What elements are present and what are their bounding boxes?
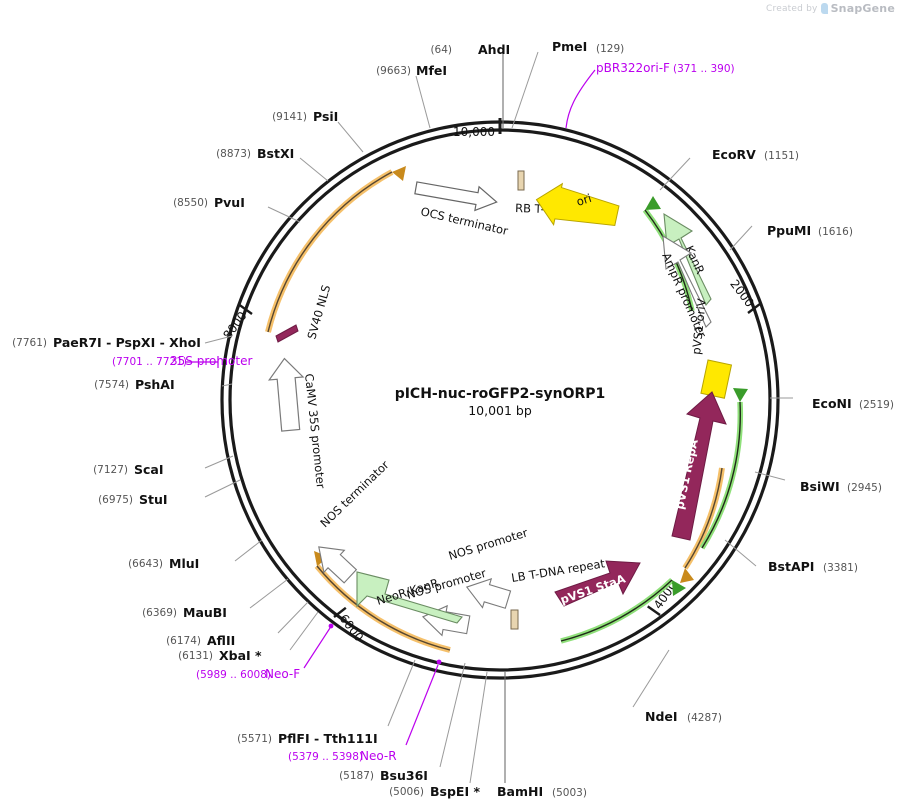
enzyme-pos-ppumi: (1616): [818, 226, 853, 238]
feature-nos-terminator: [318, 546, 358, 584]
enzyme-name-mlui: MluI: [169, 556, 199, 571]
enzyme-name-aflii: AflII: [207, 633, 235, 648]
tick-label-10000: 10,000: [453, 125, 495, 139]
feature-lb-tdna-repeat: [510, 609, 519, 630]
plasmid-name: pICH-nuc-roGFP2-synORP1: [395, 386, 606, 402]
enzyme-pos-aflii: (6174): [166, 635, 201, 647]
enzyme-labels-top: (64) AhdI PmeI (129) pBR322ori-F (371 ..…: [430, 39, 734, 75]
enzyme-pos-pflfi: (5571): [237, 733, 272, 745]
enzyme-name-bsiwi: BsiWI: [800, 479, 840, 494]
feature-label-ocs-terminator: OCS terminator: [419, 204, 509, 238]
enzyme-name-stui: StuI: [139, 492, 168, 507]
enzyme-labels-left: (9663) MfeI (9141) PsiI (8873) BstXI (85…: [12, 63, 480, 799]
enzyme-pos-ndei: (4287): [687, 712, 722, 724]
enzyme-pos-ecorv: (1151): [764, 150, 799, 162]
primer-range-pbr322ori-f: (371 .. 390): [673, 63, 735, 75]
feature-label-pvs1-oriv: pVS1 oriV: [689, 298, 709, 356]
feature-ori: [535, 182, 620, 227]
enzyme-name-paer7i: PaeR7I - PspXI - XhoI: [53, 335, 201, 350]
enzyme-pos-maubi: (6369): [142, 607, 177, 619]
enzyme-name-ndei: NdeI: [645, 709, 678, 724]
enzyme-pos-mfei: (9663): [376, 65, 411, 77]
enzyme-pos-pshai: (7574): [94, 379, 129, 391]
enzyme-pos-bsiwi: (2945): [847, 482, 882, 494]
primer-range-35s-promoter: (7701 .. 7721): [112, 356, 187, 368]
enzyme-name-psii: PsiI: [313, 109, 338, 124]
enzyme-pos-pvui: (8550): [173, 197, 208, 209]
enzyme-pos-bsu36i: (5187): [339, 770, 374, 782]
watermark-prefix: Created by: [766, 3, 818, 14]
primer-range-neo-f: (5989 .. 6008): [196, 669, 271, 681]
feature-pvs1-repa: [671, 391, 727, 541]
plasmid-size: 10,001 bp: [468, 403, 532, 418]
enzyme-pos-bamhi: (5003): [552, 787, 587, 799]
feature-ampr-promoter: [662, 234, 712, 328]
feature-ocs-terminator: [414, 181, 498, 212]
feature-label-ori: ori: [575, 191, 594, 209]
feature-rb-tdna-repeat: [517, 170, 525, 191]
snapgene-watermark: Created by SnapGene: [766, 2, 895, 15]
feature-pvs1-oriv: [700, 359, 733, 399]
enzyme-pos-psii: (9141): [272, 111, 307, 123]
enzyme-name-ahdi: AhdI: [478, 42, 510, 57]
feature-label-sv40-nls: SV40 NLS: [304, 283, 333, 340]
feature-sv40-nls: [275, 324, 299, 343]
primer-name-pbr322ori-f: pBR322ori-F: [596, 61, 670, 75]
primer-name-neo-f: Neo-F: [265, 667, 300, 681]
enzyme-pos-xbai: (6131): [178, 650, 213, 662]
feature-label-nos-promoter-1: NOS promoter: [447, 525, 530, 562]
leader-lines: [186, 51, 793, 784]
primer-name-neo-r: Neo-R: [360, 749, 397, 763]
snapgene-logo-icon: [820, 3, 828, 14]
enzyme-pos-scai: (7127): [93, 464, 128, 476]
enzyme-name-pshai: PshAI: [135, 377, 175, 392]
enzyme-pos-pmei: (129): [596, 43, 624, 55]
enzyme-name-ecorv: EcoRV: [712, 147, 756, 162]
enzyme-name-bamhi: BamHI: [497, 784, 543, 799]
enzyme-pos-bstapi: (3381): [823, 562, 858, 574]
watermark-brand: SnapGene: [830, 2, 895, 15]
enzyme-name-ppumi: PpuMI: [767, 223, 811, 238]
enzyme-pos-ahdi: (64): [430, 44, 452, 56]
enzyme-pos-bstxi: (8873): [216, 148, 251, 160]
enzyme-name-pvui: PvuI: [214, 195, 245, 210]
enzyme-name-scai: ScaI: [134, 462, 164, 477]
feature-kanr: [663, 212, 712, 307]
enzyme-name-bsu36i: Bsu36I: [380, 768, 428, 783]
enzyme-pos-econi: (2519): [859, 399, 894, 411]
feature-pvs1-staa: [554, 560, 641, 607]
feature-camv-35s-promoter: [267, 357, 305, 432]
enzyme-name-bstxi: BstXI: [257, 146, 294, 161]
enzyme-name-bspei: BspEI *: [430, 784, 480, 799]
enzyme-pos-paer7i: (7761): [12, 337, 47, 349]
feature-label-camv-35s-promoter: CaMV 35S promoter: [302, 373, 328, 490]
primer-name-35s-promoter: 35S promoter: [170, 354, 252, 368]
enzyme-name-pflfi: PflFI - Tth111I: [278, 731, 378, 746]
feature-label-nos-terminator: NOS terminator: [317, 458, 391, 531]
enzyme-pos-stui: (6975): [98, 494, 133, 506]
enzyme-pos-bspei: (5006): [389, 786, 424, 798]
enzyme-name-bstapi: BstAPI: [768, 559, 814, 574]
feature-neor-kanr: [356, 571, 463, 624]
orange-feature-arcs: [265, 166, 725, 653]
enzyme-pos-mlui: (6643): [128, 558, 163, 570]
enzyme-name-xbai: XbaI *: [219, 648, 262, 663]
feature-nos-promoter-1: [465, 577, 512, 609]
primer-range-neo-r: (5379 .. 5398): [288, 751, 363, 763]
enzyme-labels-right: EcoRV (1151) PpuMI (1616) EcoNI (2519) B…: [497, 147, 894, 799]
enzyme-name-pmei: PmeI: [552, 39, 587, 54]
feature-label-pvs1-staa: pVS1 StaA: [558, 571, 627, 606]
enzyme-name-mfei: MfeI: [416, 63, 447, 78]
enzyme-name-econi: EcoNI: [812, 396, 852, 411]
enzyme-name-maubi: MauBI: [183, 605, 227, 620]
